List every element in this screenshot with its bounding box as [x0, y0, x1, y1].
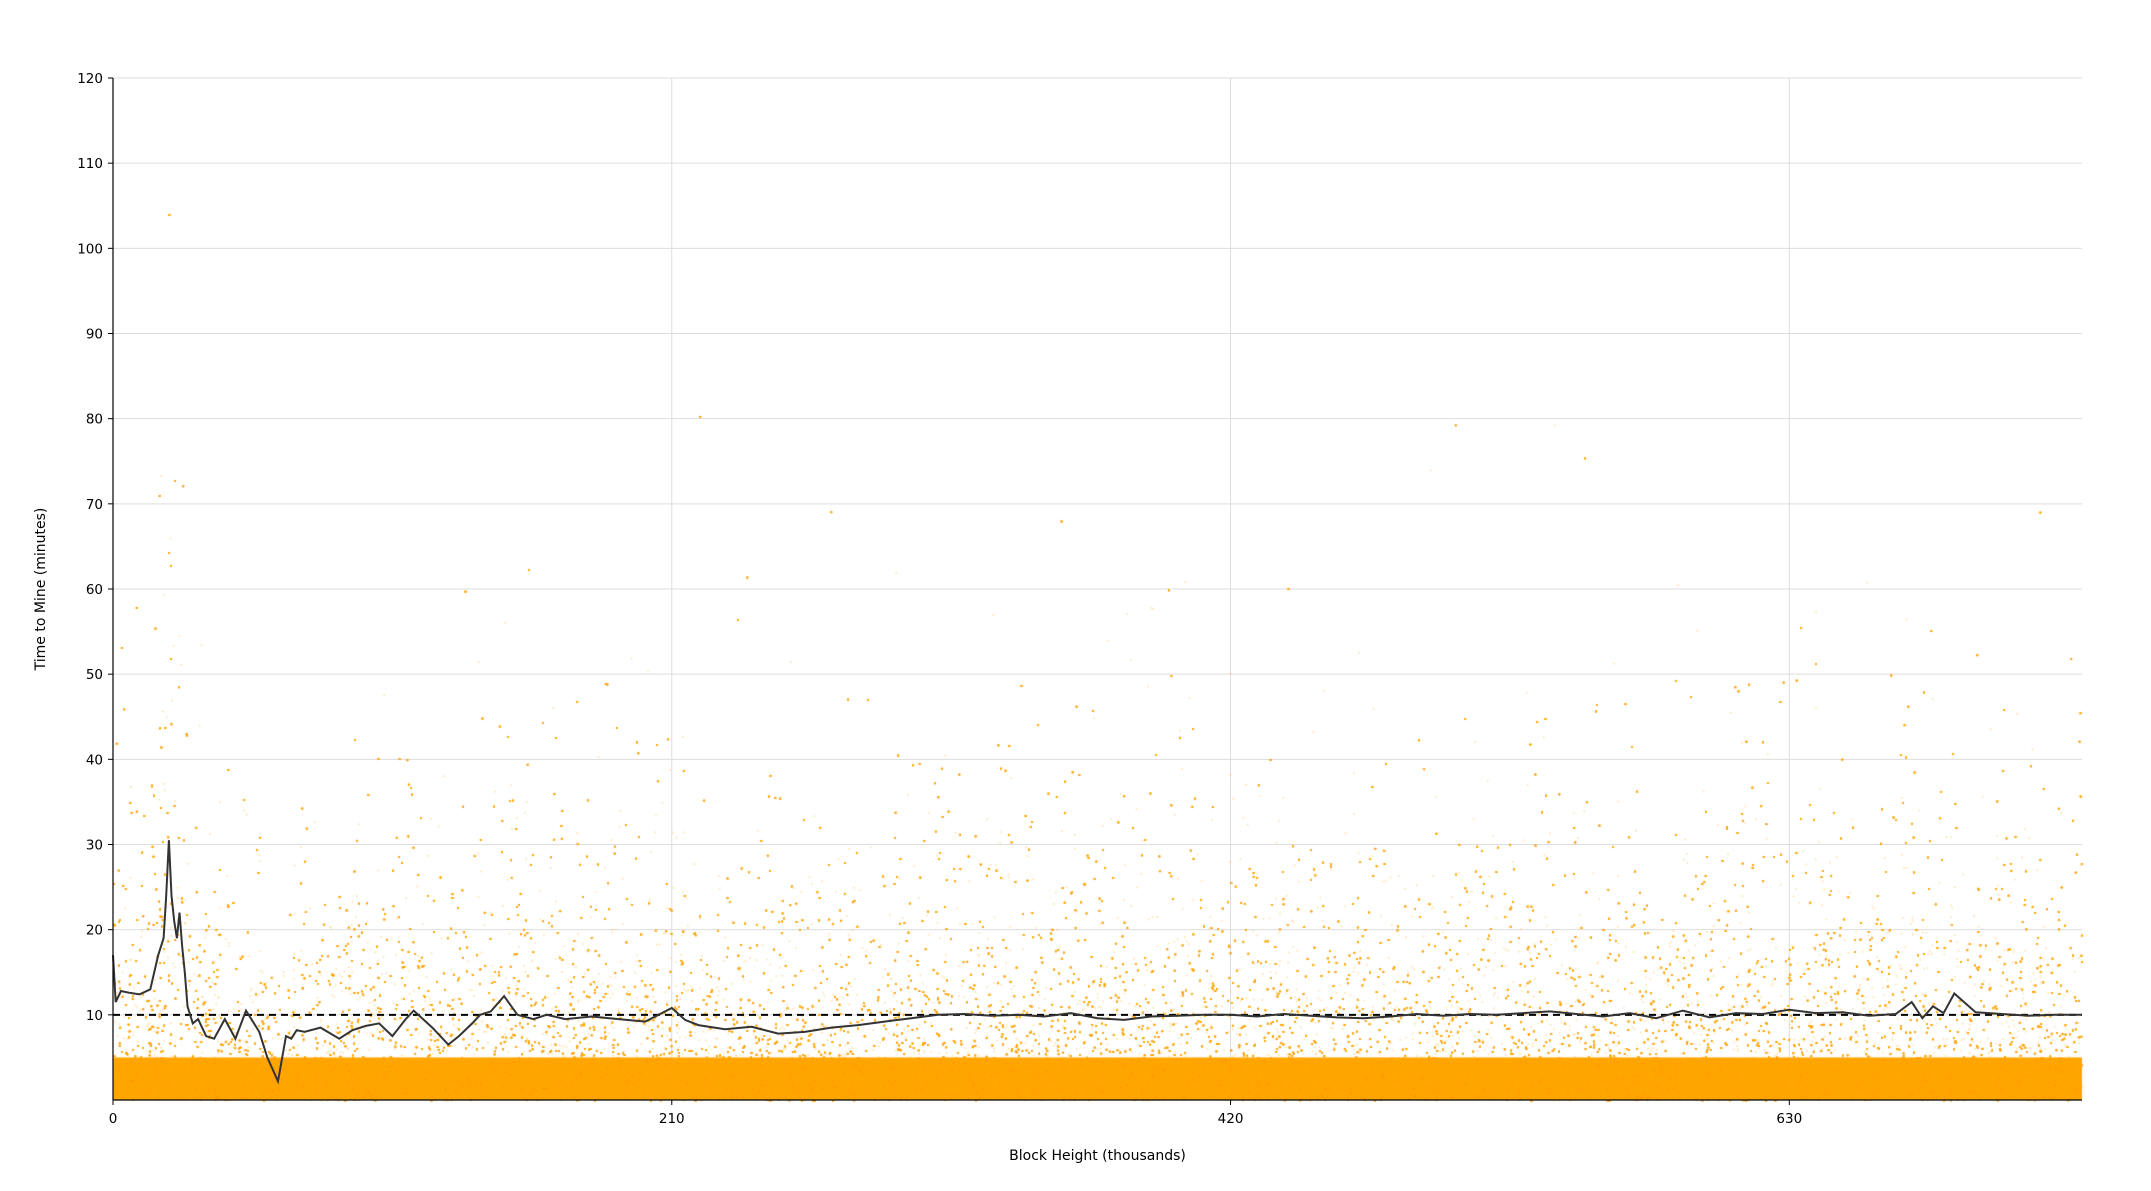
x-tick-label: 0: [109, 1111, 118, 1127]
x-tick-label: 210: [659, 1111, 685, 1127]
x-tick-label: 420: [1218, 1111, 1244, 1127]
y-tick-label: 50: [86, 667, 103, 683]
y-tick-label: 10: [86, 1008, 103, 1024]
moving-average-line: [112, 840, 2082, 1085]
x-axis-label: Block Height (thousands): [1009, 1148, 1186, 1164]
y-tick-label: 100: [77, 241, 103, 257]
x-tick-label: 630: [1776, 1111, 1802, 1127]
tick-labels: 10 20 30 40 50 60 70 80 90 100 110 120 0 210 420 630: [77, 71, 1802, 1127]
y-tick-label: 20: [86, 923, 103, 939]
y-tick-label: 110: [77, 156, 103, 172]
y-tick-label: 30: [86, 838, 103, 854]
y-tick-label: 60: [86, 582, 103, 598]
y-tick-label: 80: [86, 412, 103, 428]
y-tick-label: 90: [86, 327, 103, 343]
y-tick-label: 40: [86, 752, 103, 768]
y-tick-label: 120: [77, 71, 103, 87]
moving-average-series: [112, 840, 2082, 1085]
y-tick-label: 70: [86, 497, 103, 513]
y-axis-label: Time to Mine (minutes): [33, 508, 49, 672]
